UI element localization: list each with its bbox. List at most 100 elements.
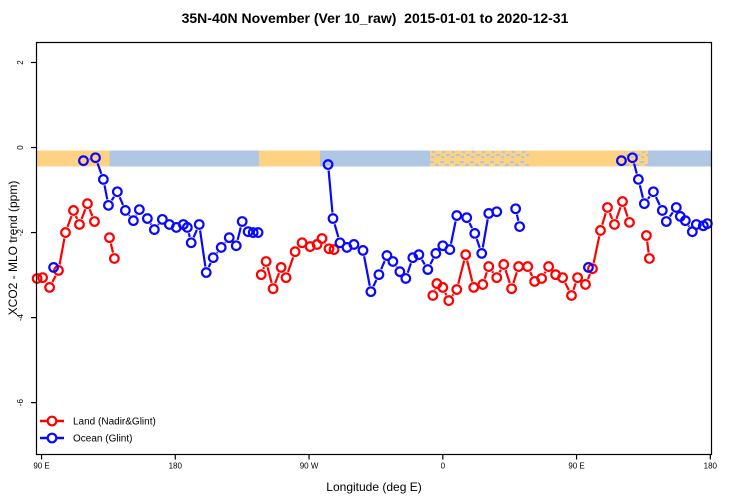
line-segment-land (274, 272, 281, 284)
point-land (477, 279, 489, 290)
point-ocean (252, 227, 264, 238)
point-land (60, 227, 71, 238)
point-ocean (373, 269, 385, 281)
y-tick-label: 0 (16, 145, 25, 150)
point-ocean (469, 228, 481, 239)
line-segment-land (66, 215, 73, 228)
point-land (437, 282, 449, 293)
line-segment-ocean (118, 196, 125, 206)
line-segment-land (615, 206, 622, 220)
line-segment-ocean (654, 196, 661, 206)
point-ocean (230, 240, 242, 252)
legend-marker-land (46, 415, 58, 427)
line-segment-land (457, 260, 466, 284)
point-ocean (679, 215, 691, 227)
point-land (491, 272, 503, 284)
line-segment-ocean (207, 262, 212, 268)
point-ocean (223, 232, 235, 244)
line-segment-land (601, 212, 607, 226)
point-ocean (148, 224, 160, 235)
line-segment-ocean (515, 214, 520, 221)
line-segment-land (491, 270, 495, 274)
point-ocean (97, 174, 109, 185)
band-segment-land (529, 150, 625, 167)
point-ocean (627, 152, 638, 164)
band-segment-ocean (647, 150, 712, 167)
plot-frame (35, 41, 713, 456)
line-segment-land (483, 271, 488, 280)
point-land (275, 262, 287, 273)
point-land (451, 284, 463, 295)
line-segment-ocean (421, 259, 426, 265)
point-land (513, 261, 525, 272)
point-ocean (660, 216, 672, 227)
line-segment-land (543, 271, 547, 274)
point-land (289, 246, 301, 258)
point-ocean (510, 203, 522, 215)
y-tick-label: -4 (16, 313, 25, 321)
point-ocean (200, 267, 212, 278)
y-tick-label: -2 (16, 228, 25, 236)
point-land (468, 282, 480, 293)
line-segment-land (564, 282, 570, 291)
legend-label-ocean: Ocean (Glint) (73, 434, 132, 445)
point-land (108, 253, 120, 264)
x-tick-label: 90 E (33, 462, 49, 471)
line-segment-land (451, 293, 455, 297)
point-land (104, 232, 115, 244)
point-land (260, 256, 272, 267)
point-ocean (215, 242, 227, 253)
point-land (323, 243, 335, 255)
point-ocean (119, 205, 131, 216)
point-ocean (327, 213, 339, 224)
line-segment-ocean (647, 195, 651, 200)
point-ocean (242, 226, 254, 238)
point-land (280, 272, 292, 284)
point-ocean (365, 286, 377, 298)
line-segment-land (51, 275, 57, 283)
line-segment-ocean (149, 223, 153, 226)
point-ocean (236, 216, 248, 227)
point-ocean (451, 210, 463, 221)
point-land (443, 295, 455, 306)
legend-label-land: Land (Nadir&Glint) (73, 417, 156, 428)
line-segment-land (74, 215, 79, 220)
y-tick-label: 2 (16, 60, 25, 65)
point-ocean (647, 186, 659, 198)
point-ocean (133, 204, 145, 215)
point-ocean (247, 227, 259, 238)
point-ocean (348, 239, 360, 250)
point-land (316, 233, 328, 244)
line-segment-ocean (638, 184, 644, 199)
x-axis-title: Longitude (deg E) (326, 480, 422, 494)
point-land (566, 290, 577, 301)
line-segment-ocean (216, 251, 219, 254)
line-segment-ocean (475, 238, 481, 249)
legend-marker-ocean (46, 432, 58, 444)
line-segment-land (592, 236, 601, 264)
point-ocean (181, 222, 193, 233)
point-ocean (48, 262, 59, 273)
point-ocean (430, 247, 442, 259)
line-segment-land (646, 241, 650, 253)
point-land (522, 261, 534, 272)
line-segment-land (623, 206, 629, 218)
point-land (267, 283, 279, 295)
point-land (255, 269, 267, 281)
point-ocean (185, 237, 197, 249)
point-ocean (616, 155, 627, 167)
x-tick-label: 90 E (568, 462, 584, 471)
point-ocean (413, 249, 425, 261)
line-segment-land (572, 282, 577, 291)
point-ocean (127, 215, 139, 227)
point-ocean (322, 159, 334, 170)
band-segment-mixed (429, 150, 530, 167)
point-ocean (583, 262, 594, 273)
point-ocean (670, 202, 682, 213)
point-land (427, 290, 439, 301)
point-ocean (381, 250, 393, 261)
point-ocean (461, 212, 473, 224)
point-ocean (638, 198, 650, 210)
point-land (89, 216, 100, 227)
